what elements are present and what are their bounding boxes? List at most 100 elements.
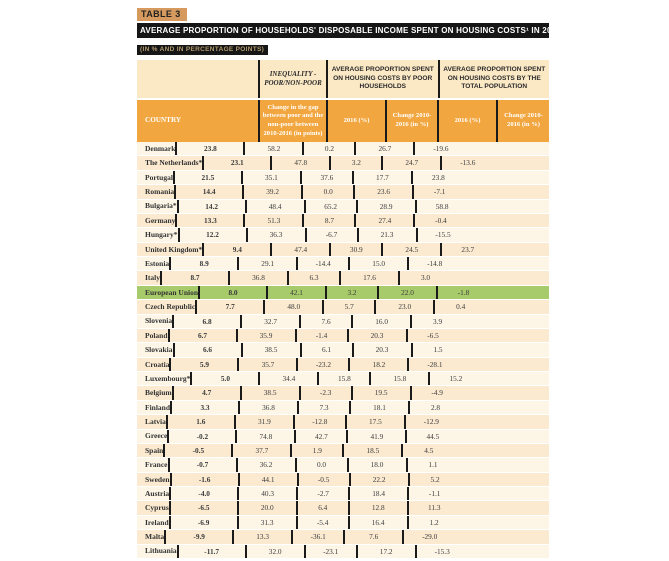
- country-cell: Cyprus: [145, 503, 169, 513]
- total-change-cell: -1.1: [407, 487, 460, 501]
- poor-change-cell: 0.0: [301, 185, 353, 199]
- poor-2016-cell: 20.0: [236, 501, 296, 515]
- total-change-cell: 1.1: [405, 458, 459, 472]
- total-2016-cell: 17.6: [339, 271, 398, 285]
- total-change-cell: 23.7: [440, 242, 493, 256]
- poor-change-cell: 6.4: [295, 501, 348, 515]
- table-row: France -0.7 36.2 0.0 18.0 1.1: [137, 458, 549, 473]
- total-2016-cell: 18.5: [342, 443, 401, 458]
- poor-2016-cell: 34.4: [258, 372, 317, 386]
- total-change-cell: -14.8: [407, 257, 460, 271]
- poor-2016-cell: 37.7: [231, 443, 290, 458]
- gap-change-cell: -4.0: [169, 487, 237, 501]
- total-change-cell: -28.1: [407, 357, 460, 371]
- poor-2016-cell: 36.3: [245, 228, 305, 242]
- gap-change-cell: 13.3: [175, 213, 243, 228]
- country-cell: Finland: [145, 402, 171, 412]
- table-header-groups: INEQUALITY - POOR/NON-POOR AVERAGE PROPO…: [137, 60, 549, 98]
- poor-2016-cell: 74.8: [235, 429, 294, 443]
- total-2016-cell: 22.2: [348, 472, 408, 486]
- gap-change-cell: 12.2: [177, 228, 246, 242]
- header-gap-change: Change in the gap between poor and the n…: [258, 100, 326, 142]
- total-change-cell: -7.1: [412, 185, 465, 199]
- poor-change-cell: 3.2: [325, 285, 377, 300]
- poor-change-cell: -12.8: [292, 415, 345, 429]
- poor-change-cell: -2.7: [296, 487, 348, 501]
- gap-change-cell: 7.7: [195, 300, 263, 314]
- header-country: COUNTRY: [145, 116, 182, 125]
- poor-change-cell: 7.3: [297, 400, 349, 415]
- table-row-european-union: European Union 8.0 42.1 3.2 22.0 -1.8: [137, 285, 549, 301]
- country-cell: Poland: [145, 330, 168, 340]
- table-row: Sweden -1.6 44.1 -0.5 22.2 5.2: [137, 472, 549, 487]
- country-cell: Sweden: [145, 474, 170, 484]
- poor-change-cell: -23.2: [296, 357, 348, 371]
- gap-change-cell: -0.5: [163, 443, 231, 458]
- poor-change-cell: 1.9: [290, 443, 342, 458]
- total-2016-cell: 17.2: [355, 544, 415, 558]
- country-cell: Greece: [145, 431, 168, 441]
- table-row: Denmark 23.8 58.2 0.2 26.7 -19.6: [137, 142, 549, 157]
- total-2016-cell: 7.6: [343, 530, 402, 544]
- header-poor-change: Change 2010-2016 (in %): [385, 100, 437, 142]
- poor-2016-cell: 32.7: [240, 314, 299, 328]
- total-change-cell: 1.2: [406, 515, 460, 530]
- poor-change-cell: 6.1: [299, 343, 352, 357]
- poor-change-cell: 6.3: [287, 271, 339, 285]
- gap-change-cell: 14.2: [176, 199, 245, 213]
- total-change-cell: -29.0: [402, 530, 455, 544]
- country-cell: Bulgaria*: [145, 201, 177, 211]
- table-figure: TABLE 3 AVERAGE PROPORTION OF HOUSEHOLDS…: [137, 4, 561, 561]
- header-group-total-population: AVERAGE PROPORTION SPENT ON HOUSING COST…: [437, 60, 550, 98]
- poor-2016-cell: 13.3: [232, 530, 291, 544]
- poor-2016-cell: 32.0: [244, 544, 304, 558]
- gap-change-cell: -11.7: [176, 544, 245, 558]
- table-row: Cyprus -6.5 20.0 6.4 12.8 11.3: [137, 501, 549, 516]
- gap-change-cell: 1.6: [165, 415, 234, 429]
- total-change-cell: -0.4: [413, 213, 466, 228]
- gap-change-cell: 4.7: [171, 386, 240, 400]
- poor-2016-cell: 48.0: [263, 300, 322, 314]
- total-change-cell: -15.5: [415, 228, 469, 242]
- poor-2016-cell: 39.2: [242, 185, 301, 199]
- gap-change-cell: 23.1: [202, 156, 270, 170]
- poor-change-cell: 15.8: [317, 372, 369, 386]
- total-2016-cell: 24.7: [381, 156, 440, 170]
- total-2016-cell: 23.0: [374, 300, 433, 314]
- table-row: Greece -0.2 74.8 42.7 41.9 44.5: [137, 429, 549, 444]
- total-2016-cell: 22.0: [377, 285, 436, 300]
- country-cell: Romania: [145, 187, 175, 197]
- gap-change-cell: 9.4: [202, 242, 270, 256]
- country-cell: Austria: [145, 488, 170, 498]
- poor-change-cell: -1.4: [294, 328, 347, 343]
- poor-2016-cell: 35.9: [235, 328, 295, 343]
- poor-2016-cell: 47.4: [270, 242, 329, 256]
- table-row: The Netherlands* 23.1 47.8 3.2 24.7 -13.6: [137, 156, 549, 171]
- table-row: Slovenia 6.8 32.7 7.6 16.0 3.9: [137, 314, 549, 329]
- poor-change-cell: 7.6: [299, 314, 351, 328]
- gap-change-cell: 5.9: [169, 357, 237, 371]
- table-row: Hungary* 12.2 36.3 -6.7 21.3 -15.5: [137, 228, 549, 243]
- poor-change-cell: 3.2: [329, 156, 381, 170]
- table-row: Portugal 21.5 35.1 37.6 17.7 23.8: [137, 170, 549, 186]
- total-2016-cell: 15.0: [348, 257, 407, 271]
- poor-2016-cell: 29.1: [237, 257, 296, 271]
- total-change-cell: -19.6: [413, 142, 466, 156]
- table-row: United Kingdom* 9.4 47.4 30.9 24.5 23.7: [137, 242, 549, 257]
- poor-2016-cell: 47.8: [270, 156, 329, 170]
- poor-change-cell: 0.0: [294, 458, 347, 472]
- gap-change-cell: -9.9: [164, 530, 232, 544]
- poor-2016-cell: 36.8: [228, 271, 287, 285]
- poor-change-cell: 30.9: [329, 242, 381, 256]
- gap-change-cell: -6.9: [168, 515, 237, 530]
- country-cell: Slovakia: [145, 345, 173, 355]
- total-change-cell: 44.5: [405, 429, 458, 443]
- housing-costs-table: INEQUALITY - POOR/NON-POOR AVERAGE PROPO…: [137, 60, 549, 559]
- total-2016-cell: 18.2: [348, 357, 407, 371]
- poor-change-cell: -14.4: [296, 257, 348, 271]
- gap-change-cell: 8.7: [160, 271, 228, 285]
- poor-change-cell: -5.4: [295, 515, 348, 530]
- total-change-cell: -12.9: [403, 415, 457, 429]
- country-cell: Denmark: [145, 143, 176, 153]
- table-row: Spain -0.5 37.7 1.9 18.5 4.5: [137, 443, 549, 459]
